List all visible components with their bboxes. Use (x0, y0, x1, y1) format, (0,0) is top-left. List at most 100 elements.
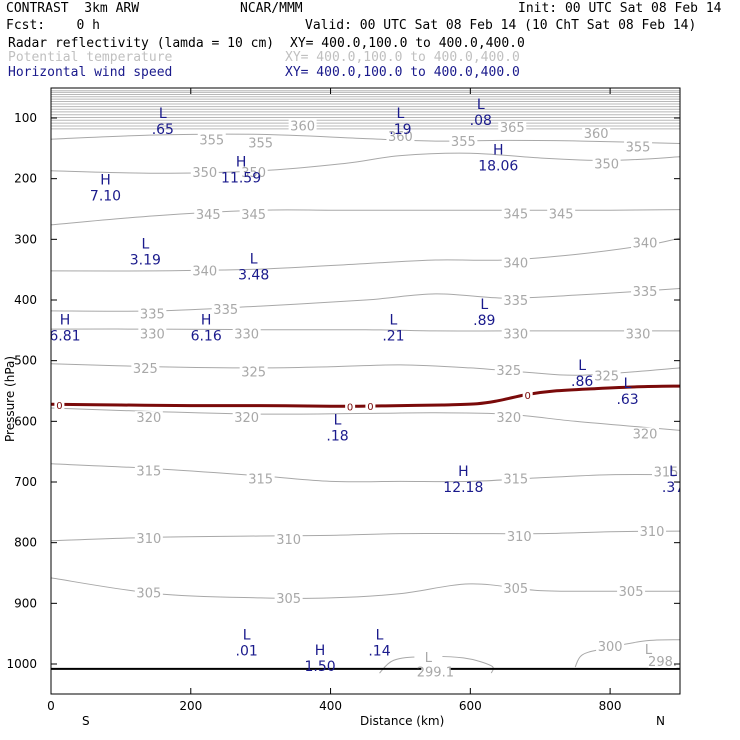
theta-label: 355 (199, 133, 224, 148)
wind-low-marker: L (669, 464, 677, 480)
x-tick-label: 200 (179, 699, 202, 713)
theta-label: 330 (626, 327, 651, 342)
wind-extremum-value: .89 (473, 313, 495, 329)
wind-extremum-value: 3.48 (238, 268, 269, 284)
theta-label-bg (239, 166, 268, 180)
theta-label-bg (592, 157, 621, 171)
theta-label: 335 (633, 285, 658, 300)
wind-low-marker: L (397, 106, 405, 122)
theta-label-bg (494, 363, 523, 377)
theta-label-bg (631, 284, 660, 298)
theta-contour-330 (51, 328, 680, 332)
wind-low-marker: L (334, 412, 342, 428)
theta-label: 355 (451, 135, 476, 150)
theta-label-bg (648, 655, 677, 668)
theta-label-bg (494, 411, 523, 425)
theta-contour-325 (51, 363, 680, 376)
theta-label: 320 (136, 411, 161, 426)
wind-extremum-value: .14 (368, 644, 390, 660)
y-tick-label: 300 (14, 232, 37, 246)
model-title: CONTRAST 3km ARW (6, 1, 140, 16)
reflectivity-zero-label: 0 (524, 391, 530, 402)
theta-label-bg (194, 207, 223, 221)
theta-label: 315 (136, 465, 161, 480)
theta-label-bg (592, 369, 621, 383)
init-time: Init: 00 UTC Sat 08 Feb 14 (518, 1, 722, 16)
theta-label-bg (501, 327, 530, 341)
theta-top-contour (51, 91, 680, 94)
theta-label: 335 (213, 303, 238, 318)
reflectivity-zero-contour (51, 384, 680, 408)
theta-top-contour (51, 93, 680, 96)
reflectivity-label-bg (345, 401, 356, 412)
theta-label-bg (634, 642, 663, 656)
theta-label: 305 (276, 592, 301, 607)
theta-label-bg (232, 411, 261, 425)
wind-extremum-value: .63 (616, 392, 638, 408)
theta-label: 310 (276, 533, 301, 548)
theta-top-contour (51, 125, 680, 127)
x-tick-label: 800 (599, 699, 622, 713)
wind-extremum-value: 6.16 (191, 328, 222, 344)
reflectivity-label-bg (365, 400, 376, 411)
theta-label: 330 (503, 327, 528, 342)
theta-label-bg (239, 207, 268, 221)
theta-label: 310 (136, 532, 161, 547)
theta-label-bg (638, 525, 667, 539)
field-reflectivity-xy: XY= 400.0,100.0 to 400.0,400.0 (290, 36, 525, 51)
theta-label: 350 (192, 166, 217, 181)
y-tick-label: 1000 (6, 657, 37, 671)
theta-label-bg (138, 327, 167, 341)
theta-label: 350 (241, 166, 266, 181)
theta-label-bg (274, 533, 303, 547)
wind-low-marker: L (243, 628, 251, 644)
wind-extremum-value: 6.81 (49, 328, 80, 344)
theta-label: 355 (626, 141, 651, 156)
theta-label: 345 (241, 208, 266, 223)
field-theta-xy: XY= 400.0,100.0 to 400.0,400.0 (285, 50, 520, 65)
theta-top-contour (51, 100, 680, 103)
theta-label: 345 (503, 207, 528, 222)
valid-time: Valid: 00 UTC Sat 08 Feb 14 (10 ChT Sat … (305, 18, 697, 33)
reflectivity-zero-label: 0 (56, 401, 62, 412)
theta-label-bg (190, 166, 219, 180)
theta-label: 315 (654, 466, 679, 481)
y-tick-label: 900 (14, 596, 37, 610)
wind-extremum-value: 18.06 (478, 158, 518, 174)
wind-low-marker: L (159, 106, 167, 122)
y-tick-label: 800 (14, 536, 37, 550)
theta-label: 315 (248, 472, 273, 487)
theta-top-contour (51, 98, 680, 100)
theta-label-bg (617, 585, 646, 599)
theta-top-contour (51, 119, 680, 122)
wind-low-marker: L (578, 358, 586, 374)
y-axis-label: Pressure (hPa) (3, 356, 17, 442)
reflectivity-label-bg (54, 399, 65, 410)
theta-label-bg (501, 472, 530, 486)
theta-label: 360 (584, 127, 609, 142)
wind-high-marker: H (458, 464, 469, 480)
wind-extremum-value: .08 (470, 113, 492, 129)
wind-high-marker: H (201, 312, 212, 328)
theta-contour-310 (51, 530, 680, 542)
theta-label: 299.1 (417, 665, 454, 680)
theta-label: 350 (594, 158, 619, 173)
theta-label: 320 (633, 428, 658, 443)
theta-label-bg (197, 133, 226, 147)
theta-label-bg (624, 140, 653, 154)
theta-label: 325 (241, 366, 266, 381)
theta-label: 325 (594, 369, 619, 384)
theta-label: 330 (234, 327, 259, 342)
theta-top-contour (51, 105, 680, 108)
wind-extremum-value: 7.10 (90, 189, 121, 205)
theta-label: 325 (496, 364, 521, 379)
theta-contour-335 (51, 288, 680, 312)
x-tick-label: 400 (319, 699, 342, 713)
plot-frame (50, 87, 681, 695)
theta-label-bg (505, 530, 534, 544)
theta-label-bg (246, 136, 275, 150)
reflectivity-zero-label: 0 (367, 402, 373, 413)
theta-label: 355 (248, 136, 273, 151)
theta-label: 298. (648, 655, 677, 670)
